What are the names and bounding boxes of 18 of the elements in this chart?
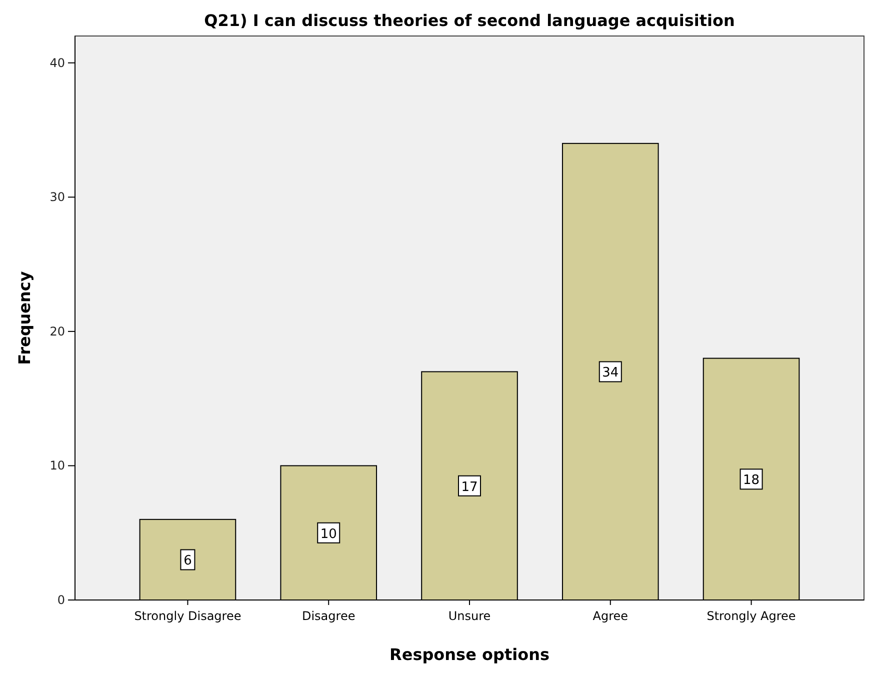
y-tick-label: 20	[50, 324, 65, 338]
y-tick-label: 40	[50, 56, 65, 70]
x-tick-label: Unsure	[448, 609, 491, 623]
data-label: 6	[184, 554, 192, 569]
x-axis-title: Response options	[390, 645, 550, 664]
y-tick-label: 0	[57, 593, 65, 607]
x-tick-label: Disagree	[302, 609, 356, 623]
x-tick-label: Agree	[592, 609, 628, 623]
y-axis-title: Frequency	[15, 270, 34, 365]
y-tick-label: 10	[50, 458, 65, 473]
x-tick-label: Strongly Agree	[706, 609, 796, 623]
chart-title: Q21) I can discuss theories of second language acquisition	[204, 11, 735, 30]
x-tick-label: Strongly Disagree	[134, 609, 242, 623]
data-label: 18	[743, 473, 760, 488]
data-label: 10	[320, 526, 337, 542]
data-label: 34	[602, 366, 619, 381]
y-tick-label: 30	[50, 190, 65, 204]
data-label: 17	[461, 480, 478, 495]
